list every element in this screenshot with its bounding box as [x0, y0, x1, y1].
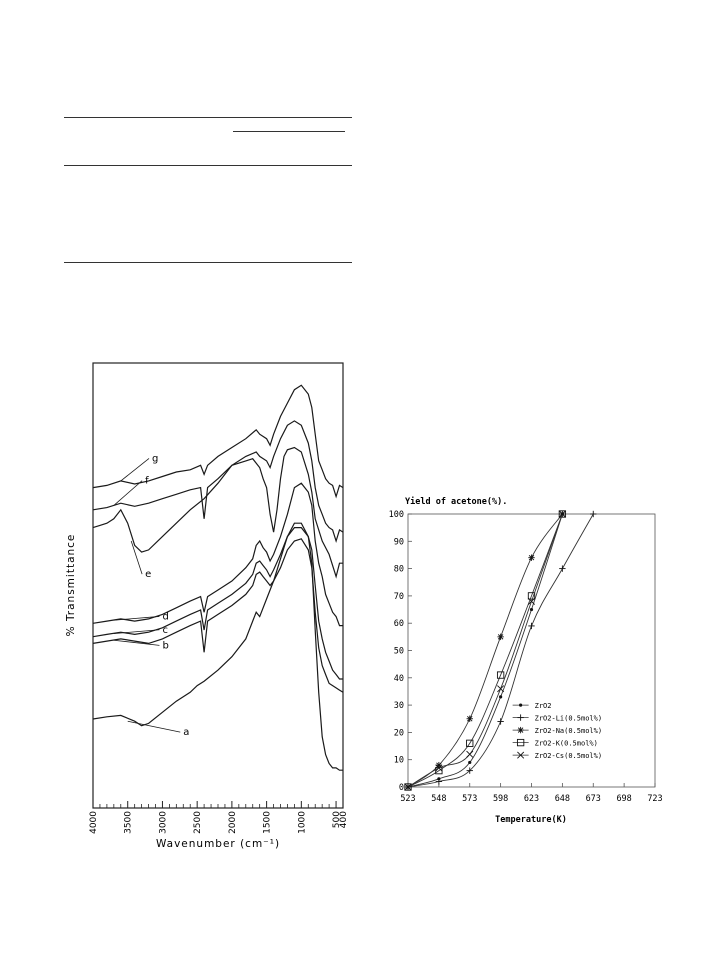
- ir-x-tick-label: 4000: [89, 811, 99, 834]
- yield-point-3: [496, 671, 505, 679]
- yield-legend-label: ZrO2-Na(0.5mol%): [535, 727, 602, 735]
- ir-spectra-chart: g f e dcb a 4000 3500 3000 2500 2000 1500 1000 5004…: [65, 362, 349, 850]
- ir-x-tick-label: 500: [332, 811, 342, 828]
- yield-y-tick-label: 90: [394, 537, 404, 547]
- yield-series-line-3: [407, 513, 563, 788]
- ir-plot-frame: [92, 362, 344, 809]
- yield-legend-marker: [517, 751, 525, 759]
- yield-point-0: [499, 695, 503, 699]
- table-subheader-rule: [233, 131, 345, 132]
- ir-x-tick-label: 400: [339, 811, 349, 828]
- yield-point-4: [497, 685, 505, 693]
- ir-x-tick-label: 3500: [124, 811, 134, 834]
- ir-curve-label-e: e: [145, 569, 151, 580]
- yield-x-tick-label: 623: [524, 794, 539, 804]
- ir-series-g: [92, 384, 344, 499]
- yield-y-tick-label: 60: [394, 619, 404, 629]
- yield-y-tick-label: 30: [394, 701, 404, 711]
- yield-legend-label: ZrO2-Li(0.5mol%): [535, 715, 602, 723]
- yield-y-tick-label: 40: [394, 674, 404, 684]
- yield-legend-marker: [519, 703, 523, 707]
- table-top-rule: [64, 117, 352, 118]
- ir-y-axis-label: % Transmittance: [65, 534, 77, 637]
- ir-series-f: [92, 420, 344, 544]
- ir-leader-c: [113, 629, 160, 634]
- yield-point-4: [404, 783, 412, 791]
- yield-chart-title: Yield of acetone(%).: [405, 496, 507, 507]
- yield-legend-label: ZrO2: [535, 702, 552, 710]
- ir-series-a: [92, 522, 343, 771]
- ir-x-tick-label: 3000: [158, 811, 168, 834]
- table-bottom-rule: [64, 262, 352, 263]
- yield-y-tick-label: 20: [394, 728, 404, 738]
- yield-y-tick-label: 70: [394, 592, 404, 602]
- ir-x-axis-label: Wavenumber (cm⁻¹): [156, 838, 280, 850]
- yield-legend-marker: [516, 738, 525, 747]
- yield-point-1: [590, 510, 597, 518]
- ir-series-c: [92, 527, 343, 680]
- yield-y-tick-label: 80: [394, 565, 404, 575]
- ir-curve-label-b: b: [162, 640, 168, 651]
- ir-x-tick-label: 1000: [297, 811, 307, 834]
- ir-x-tick-label: 2000: [228, 811, 238, 834]
- yield-legend-marker: [517, 726, 524, 734]
- acetone-yield-figure: Yield of acetone(%). 0 10 20 30 40 50 60 70 80 90…: [385, 492, 675, 827]
- table-header-rule: [64, 165, 352, 166]
- acetone-yield-chart: Yield of acetone(%). 0 10 20 30 40 50 60 70 80 90…: [389, 496, 663, 825]
- yield-point-0: [468, 760, 472, 765]
- yield-y-tick-label: 10: [394, 756, 404, 766]
- yield-point-4: [466, 750, 474, 758]
- ir-leader-d: [113, 616, 160, 621]
- yield-x-tick-label: 523: [400, 794, 415, 804]
- yield-legend-marker: [517, 714, 524, 721]
- yield-x-tick-label: 598: [493, 794, 508, 804]
- yield-point-2: [466, 715, 473, 722]
- yield-x-tick-label: 573: [462, 794, 477, 804]
- yield-point-4: [435, 764, 443, 772]
- yield-point-3: [527, 592, 536, 600]
- yield-point-3: [466, 739, 474, 747]
- yield-point-1: [559, 565, 566, 572]
- ir-leader-a: [127, 720, 181, 733]
- ir-series-b: [92, 538, 344, 693]
- yield-point-1: [528, 622, 535, 630]
- ir-curve-label-f: f: [145, 476, 149, 487]
- yield-point-1: [466, 767, 473, 774]
- yield-point-1: [435, 778, 443, 785]
- ir-x-tick-label: 2500: [193, 811, 203, 834]
- yield-point-3: [404, 783, 412, 791]
- yield-point-4: [527, 597, 536, 605]
- yield-point-2: [528, 554, 535, 561]
- yield-point-1: [497, 718, 504, 725]
- yield-legend-label: ZrO2-Cs(0.5mol%): [535, 752, 602, 760]
- ir-series-d: [92, 482, 343, 627]
- yield-x-tick-label: 648: [555, 794, 570, 804]
- yield-y-tick-label: 100: [389, 510, 404, 520]
- ir-leader-g: [120, 458, 150, 482]
- ir-curve-label-d: d: [162, 611, 168, 622]
- ir-x-tick-label: 1500: [263, 811, 273, 834]
- yield-point-0: [529, 607, 534, 612]
- yield-point-2: [497, 633, 504, 641]
- yield-x-tick-label: 723: [647, 794, 662, 804]
- ir-series-e: [92, 446, 343, 579]
- yield-y-tick-label: 0: [399, 783, 404, 793]
- yield-x-tick-label: 698: [616, 794, 631, 804]
- yield-point-3: [558, 510, 567, 518]
- ir-curve-label-c: c: [162, 625, 168, 636]
- yield-point-4: [558, 510, 566, 518]
- yield-y-tick-label: 50: [394, 647, 404, 657]
- ir-leader-b: [113, 639, 160, 646]
- ir-curve-label-a: a: [183, 727, 189, 738]
- yield-legend-label: ZrO2-K(0.5mol%): [535, 740, 598, 748]
- yield-x-axis-label: Temperature(K): [495, 815, 567, 825]
- ir-leader-f: [113, 480, 143, 506]
- yield-x-tick-label: 548: [431, 794, 446, 804]
- ir-leader-e: [130, 540, 143, 575]
- yield-x-tick-label: 673: [586, 794, 601, 804]
- ir-curve-label-g: g: [152, 453, 158, 464]
